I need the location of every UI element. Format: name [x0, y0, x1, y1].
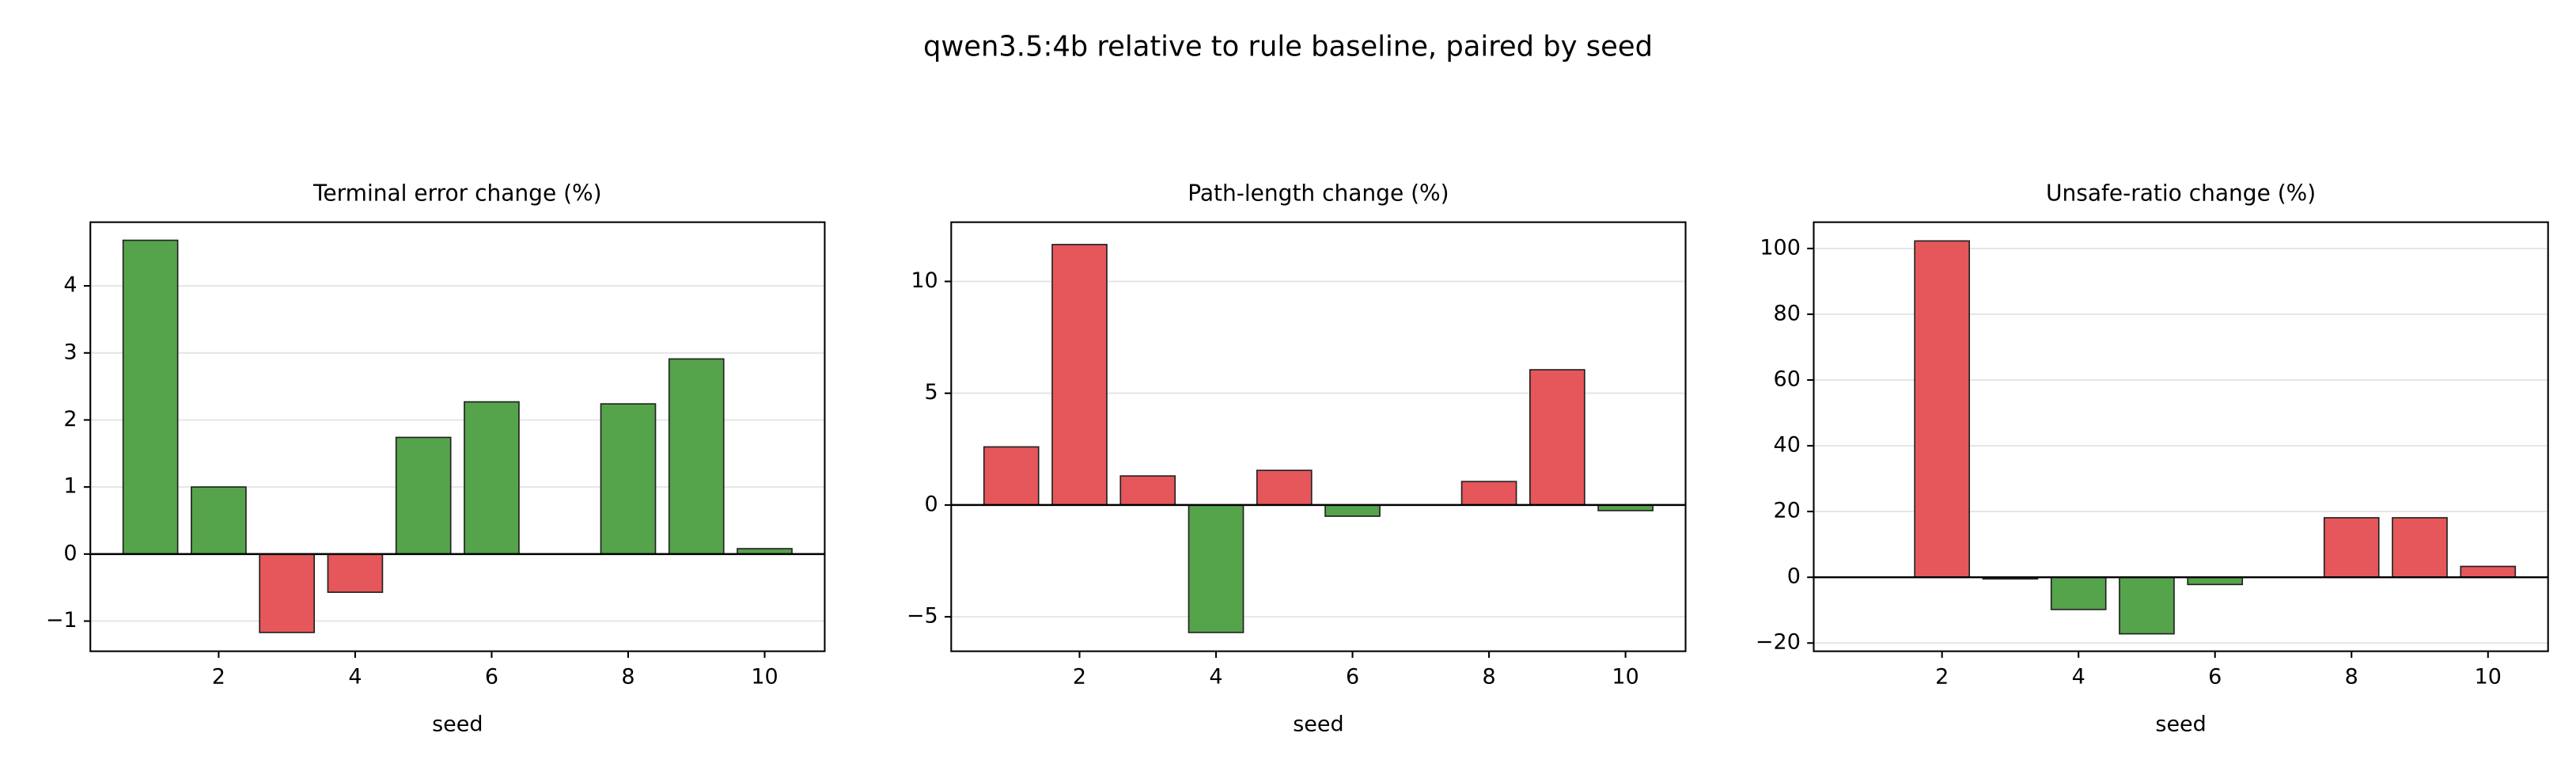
bar — [464, 401, 520, 555]
bar — [1051, 244, 1108, 506]
bar — [983, 446, 1040, 506]
x-axis-label: seed — [2155, 712, 2206, 737]
bar — [1119, 475, 1176, 506]
bar — [668, 358, 725, 555]
bar — [122, 239, 179, 555]
bar — [1529, 369, 1585, 506]
x-tick-label: 10 — [1612, 664, 1638, 689]
bar — [2187, 576, 2244, 586]
x-tick-label: 6 — [1346, 664, 1359, 689]
y-tick-label: −20 — [1756, 630, 1801, 655]
x-tick-label: 10 — [2475, 664, 2502, 689]
x-tick-label: 2 — [1935, 664, 1949, 689]
axes-frame — [1813, 221, 2549, 652]
x-axis-label: seed — [1293, 712, 1343, 737]
y-tick-label: 0 — [925, 492, 938, 516]
x-tick-label: 2 — [212, 664, 225, 689]
x-tick-label: 4 — [1209, 664, 1222, 689]
x-axis-label: seed — [432, 712, 483, 737]
y-tick-label: 2 — [63, 407, 77, 431]
y-tick-label: 0 — [63, 541, 77, 565]
bar — [2119, 576, 2175, 635]
x-tick-label: 4 — [348, 664, 362, 689]
bar — [2460, 565, 2517, 579]
x-tick-label: 8 — [1482, 664, 1495, 689]
x-tick-label: 2 — [1073, 664, 1086, 689]
bar — [2050, 576, 2107, 610]
bar — [1324, 504, 1381, 517]
y-tick-label: 4 — [63, 273, 77, 298]
x-tick-label: 6 — [485, 664, 498, 689]
y-tick-label: 60 — [1774, 367, 1801, 391]
bar — [1914, 240, 1971, 579]
y-tick-label: 10 — [911, 268, 938, 293]
bar — [1256, 469, 1313, 506]
subplot-title: Terminal error change (%) — [313, 180, 602, 206]
y-tick-label: −5 — [907, 604, 938, 629]
bar — [2392, 517, 2448, 579]
y-tick-label: −1 — [46, 608, 78, 633]
bar — [600, 403, 657, 555]
y-tick-label: 20 — [1774, 499, 1801, 523]
y-tick-label: 1 — [63, 474, 77, 499]
y-tick-label: 5 — [925, 380, 938, 405]
bar — [1460, 481, 1517, 506]
y-tick-label: 40 — [1774, 433, 1801, 458]
x-tick-label: 8 — [2345, 664, 2358, 689]
bar — [259, 553, 315, 633]
y-tick-label: 100 — [1760, 235, 1801, 260]
bar — [1188, 504, 1244, 633]
bar — [395, 436, 452, 555]
subplot-title: Unsafe-ratio change (%) — [2046, 180, 2316, 206]
x-tick-label: 4 — [2072, 664, 2085, 689]
y-tick-label: 80 — [1774, 301, 1801, 325]
axes-frame — [89, 221, 826, 652]
bar — [327, 553, 384, 593]
subplot-title: Path-length change (%) — [1188, 180, 1449, 206]
bar — [2323, 517, 2380, 579]
x-tick-label: 10 — [751, 664, 778, 689]
x-tick-label: 6 — [2208, 664, 2222, 689]
bar — [191, 486, 247, 555]
y-tick-label: 3 — [63, 340, 77, 364]
axes-frame — [950, 221, 1687, 652]
figure-title: qwen3.5:4b relative to rule baseline, pa… — [923, 31, 1653, 63]
x-tick-label: 8 — [621, 664, 635, 689]
y-tick-label: 0 — [1787, 564, 1801, 589]
